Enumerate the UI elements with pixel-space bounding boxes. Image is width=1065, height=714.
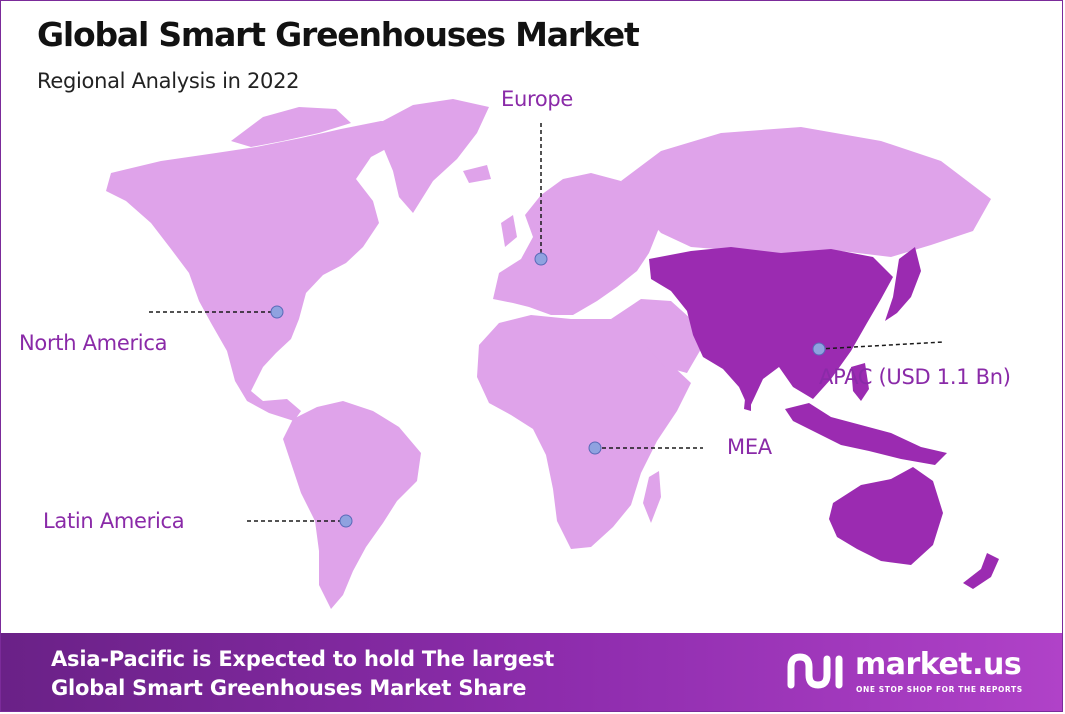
- uk-island: [501, 215, 517, 247]
- footer-line-1: Asia-Pacific is Expected to hold The lar…: [51, 647, 555, 671]
- arctic-islands: [231, 107, 351, 147]
- southeast-asia-islands: [785, 403, 947, 465]
- middle-east-landmass: [611, 299, 701, 373]
- europe-marker: [534, 252, 548, 266]
- world-map: [106, 99, 999, 609]
- leader-lines: [149, 123, 944, 522]
- europe-label: Europe: [501, 87, 574, 111]
- apac-label: APAC (USD 1.1 Bn): [819, 365, 1011, 389]
- latin-america-marker: [339, 514, 353, 528]
- footer-line-2: Global Smart Greenhouses Market Share: [51, 676, 527, 700]
- north-america-marker: [270, 305, 284, 319]
- philippines-islands: [851, 363, 869, 401]
- chart-title: Global Smart Greenhouses Market: [37, 15, 640, 54]
- market-us-logo-icon: [787, 653, 843, 689]
- new-zealand-island: [963, 553, 999, 589]
- apac-highlight-layer: [649, 247, 999, 589]
- madagascar-island: [643, 471, 661, 523]
- australia-landmass: [829, 467, 943, 565]
- latin-america-label: Latin America: [43, 509, 185, 533]
- mea-marker: [588, 441, 602, 455]
- mea-label: MEA: [727, 435, 772, 459]
- apac-marker: [812, 342, 826, 356]
- brand-name: market.us: [855, 647, 1022, 682]
- region-markers: [270, 252, 826, 528]
- brand-logo: market.us ONE STOP SHOP FOR THE REPORTS: [785, 645, 1045, 701]
- greenland-landmass: [379, 99, 489, 213]
- africa-landmass: [477, 315, 691, 549]
- sri-lanka-island: [744, 397, 751, 411]
- footer-banner: Asia-Pacific is Expected to hold The lar…: [1, 633, 1062, 711]
- south-america-landmass: [283, 401, 421, 609]
- japan-island: [885, 247, 921, 321]
- footer-message: Asia-Pacific is Expected to hold The lar…: [51, 645, 554, 703]
- brand-tagline: ONE STOP SHOP FOR THE REPORTS: [856, 685, 1023, 694]
- europe-landmass: [493, 173, 661, 315]
- chart-subtitle: Regional Analysis in 2022: [37, 69, 300, 93]
- north-america-landmass: [106, 121, 411, 421]
- land-layer: [106, 99, 991, 609]
- apac-asia-landmass: [649, 247, 893, 409]
- north-america-label: North America: [19, 331, 168, 355]
- iceland-island: [463, 165, 491, 183]
- russia-landmass: [621, 127, 991, 257]
